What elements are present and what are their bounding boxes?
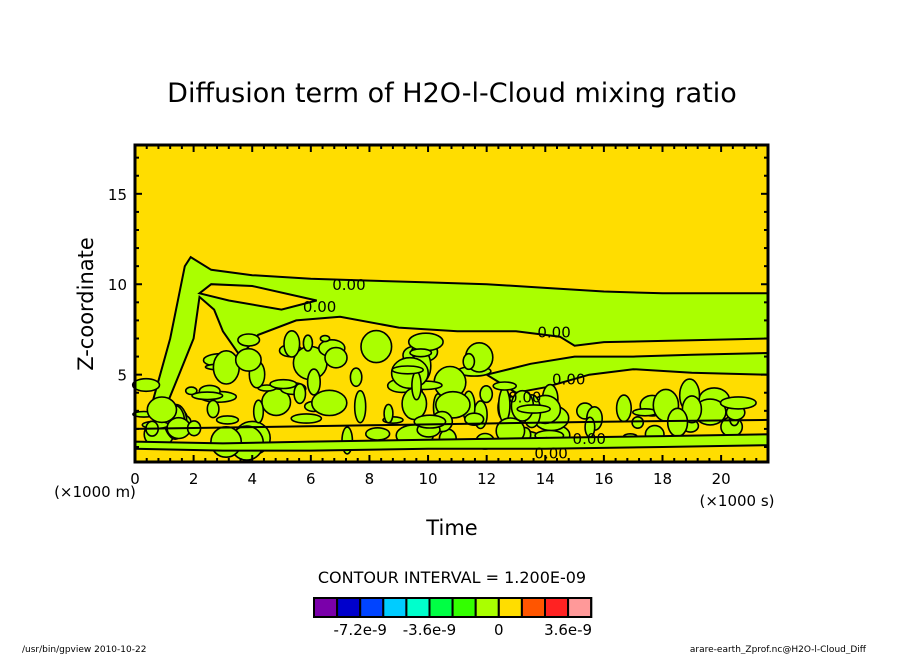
contour-line: [134, 418, 769, 430]
colorbar-swatch: [405, 597, 431, 618]
turbulent-cell: [391, 365, 425, 375]
turbulent-cell: [349, 367, 363, 388]
contour-label: 0.00: [552, 370, 585, 388]
contour-label: 0.00: [537, 323, 570, 341]
x-tick-label: 14: [536, 470, 555, 488]
plot-area: 0.00 0.00 0.00 0.00 0.00 0.00 0.00: [131, 143, 770, 464]
colorbar-swatch: [497, 597, 523, 618]
y-tick-labels: 5 10 15: [108, 186, 127, 385]
y-tick-label: 10: [108, 276, 127, 294]
colorbar-swatch: [474, 597, 500, 618]
colorbar-labels: -7.2e-9 -3.6e-9 0 3.6e-9: [333, 621, 592, 639]
colorbar-tick-label: -3.6e-9: [403, 621, 456, 639]
turbulent-cell: [615, 394, 633, 423]
contour-label: 0.00: [573, 430, 606, 448]
turbulent-cell: [212, 349, 241, 385]
turbulent-cell: [407, 332, 444, 352]
x-tick-label: 6: [306, 470, 316, 488]
turbulent-cell: [215, 415, 240, 425]
colorbar-swatch: [451, 597, 477, 618]
colorbar: [313, 597, 593, 618]
turbulent-cell: [319, 334, 331, 343]
x-tick-label: 18: [653, 470, 672, 488]
turbulent-cell: [719, 396, 757, 410]
turbulent-cell: [184, 386, 198, 396]
turbulent-cell: [290, 413, 323, 424]
turbulent-cell: [210, 425, 243, 458]
turbulent-cell: [516, 404, 552, 414]
turbulent-cell: [666, 407, 689, 438]
x-tick-label: 20: [712, 470, 731, 488]
y-tick-label: 15: [108, 186, 127, 204]
contour-interval-text: CONTOUR INTERVAL = 1.200E-09: [318, 568, 586, 587]
x-tick-label: 8: [365, 470, 375, 488]
colorbar-swatch: [359, 597, 385, 618]
chart-title: Diffusion term of H2O-l-Cloud mixing rat…: [167, 78, 737, 109]
footer-left: /usr/bin/gpview 2010-10-22: [22, 645, 146, 654]
turbulent-cell: [131, 377, 161, 393]
colorbar-swatch: [567, 597, 593, 618]
turbulent-cell: [324, 346, 348, 369]
x-tick-label: 0: [130, 470, 140, 488]
turbulent-cell: [462, 352, 476, 371]
turbulent-cell: [360, 329, 393, 364]
contour-labels: 0.00 0.00 0.00 0.00 0.00 0.00 0.00: [303, 276, 606, 462]
colorbar-swatch: [313, 597, 339, 618]
contour-label: 0.00: [332, 276, 365, 294]
colorbar-tick-label: 3.6e-9: [544, 621, 592, 639]
turbulent-cell: [252, 399, 265, 424]
footer-right: arare-earth_Zprof.nc@H2O-l-Cloud_Diff: [690, 645, 867, 654]
colorbar-swatch: [520, 597, 547, 618]
x-tick-label: 12: [477, 470, 496, 488]
y-axis-label: Z-coordinate: [74, 237, 98, 371]
turbulent-cell: [409, 348, 433, 358]
turbulent-cell: [492, 381, 518, 391]
turbulent-cell: [464, 412, 485, 427]
turbulent-cell: [383, 403, 394, 424]
y-tick-label: 5: [117, 367, 127, 385]
turbulent-cell: [631, 415, 645, 429]
turbulent-cell: [413, 414, 447, 429]
turbulent-cell: [365, 426, 391, 441]
turbulent-cell: [283, 329, 301, 358]
contour-label: 0.00: [303, 298, 336, 316]
turbulent-cell: [191, 391, 224, 401]
turbulent-cell: [234, 347, 262, 372]
contour-label: 0.00: [508, 388, 541, 406]
x-tick-labels: 0 2 4 6 8 10 12 14 16 18 20: [130, 470, 730, 488]
y-unit-label: (×1000 m): [54, 483, 136, 501]
x-unit-label: (×1000 s): [699, 492, 774, 510]
contour-label: 0.00: [534, 444, 567, 462]
colorbar-frame: [313, 597, 593, 618]
turbulent-cell: [293, 383, 307, 405]
contour-lines: [134, 418, 769, 430]
region-upper-band: [151, 255, 769, 413]
axis-ticks: [134, 145, 769, 462]
turbulent-cell: [353, 389, 367, 424]
turbulent-cell: [269, 378, 298, 390]
colorbar-swatch: [428, 597, 454, 618]
region-pocket: [197, 283, 317, 311]
x-tick-label: 10: [419, 470, 438, 488]
turbulent-cell: [237, 333, 261, 347]
turbulent-cell: [146, 396, 178, 424]
x-tick-label: 4: [247, 470, 257, 488]
colorbar-tick-label: 0: [494, 621, 504, 639]
colorbar-tick-label: -7.2e-9: [333, 621, 386, 639]
turbulent-cell: [310, 389, 348, 417]
contour-regions: [131, 255, 769, 461]
x-tick-label: 16: [594, 470, 613, 488]
x-axis-label: Time: [425, 516, 477, 540]
colorbar-swatch: [544, 597, 570, 618]
turbulent-cell: [411, 370, 422, 401]
turbulent-cell: [206, 399, 220, 419]
x-tick-label: 2: [189, 470, 199, 488]
turbulent-cell: [479, 385, 494, 404]
turbulent-cell: [306, 368, 322, 396]
colorbar-swatch: [336, 597, 362, 618]
colorbar-swatch: [382, 597, 408, 618]
turbulent-cell: [302, 334, 314, 352]
